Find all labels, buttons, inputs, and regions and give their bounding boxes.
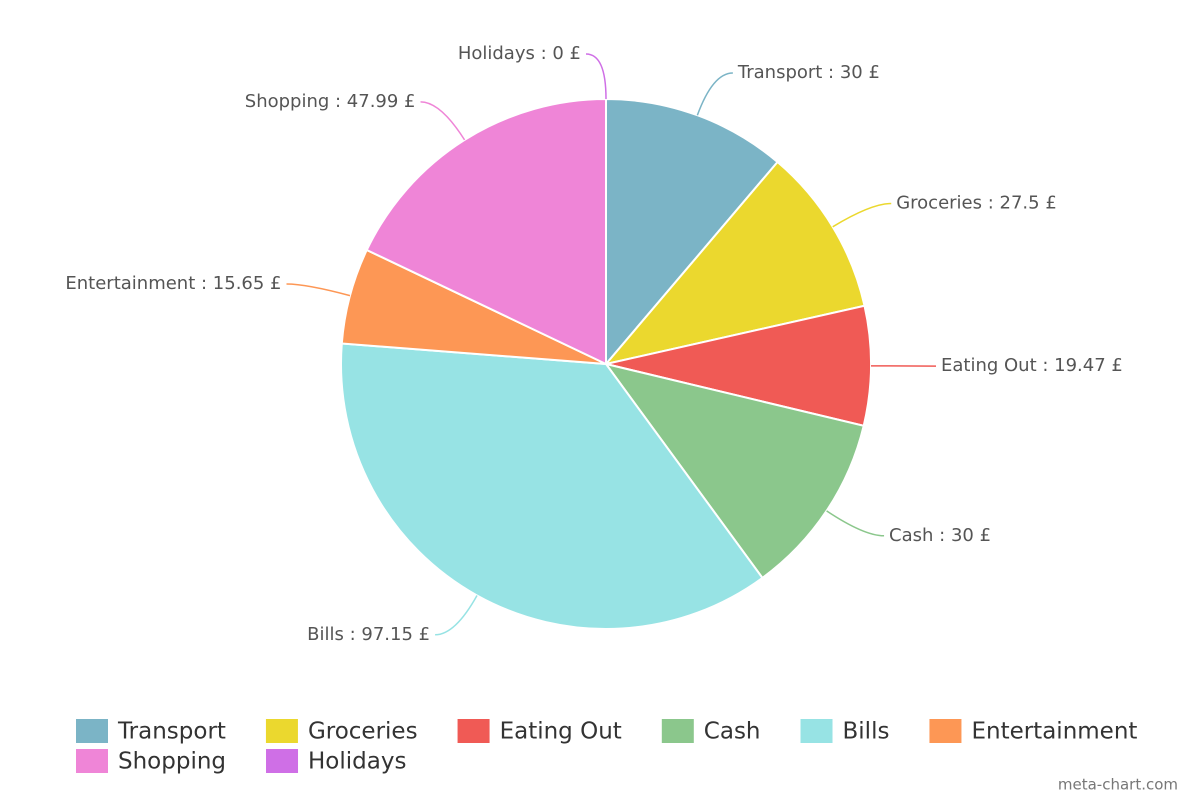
legend-item: Holidays [266,749,406,775]
data-label: Transport : 30 £ [737,62,880,83]
pie-slice [605,304,872,428]
legend-item: Transport [76,719,226,745]
legend-swatch [457,719,490,743]
legend-label: Shopping [118,749,226,775]
pie-slice [603,160,866,366]
legend-label: Bills [843,719,890,745]
legend-label: Eating Out [500,719,622,745]
legend-swatch [266,749,299,773]
data-label: Eating Out : 19.47 £ [941,355,1123,376]
label-connector [435,595,478,636]
legend-swatch [661,719,694,743]
data-label: Shopping : 47.99 £ [245,91,416,112]
label-connector [826,510,885,537]
legend-item: Shopping [76,749,226,775]
legend-label: Groceries [308,719,418,745]
legend-label: Transport [117,719,226,745]
pie-slice [340,342,764,630]
legend-label: Holidays [308,749,406,775]
data-label: Cash : 30 £ [889,525,991,546]
legend-swatch [76,749,108,773]
data-label: Holidays : 0 £ [458,43,581,64]
label-connector [286,283,351,297]
data-label: Groceries : 27.5 £ [896,193,1057,214]
credit: meta-chart.com [1058,776,1178,794]
legend-item: Cash [661,719,761,745]
pie-slice [605,97,779,367]
legend-swatch [800,719,833,743]
legend-swatch [929,719,962,743]
legend-item: Entertainment [929,719,1137,745]
legend-label: Entertainment [971,719,1137,745]
legend-item: Groceries [265,719,418,745]
legend-item: Eating Out [457,719,622,745]
label-connector [585,53,607,100]
data-label: Entertainment : 15.65 £ [65,273,281,294]
legend-item: Bills [800,719,890,745]
legend-swatch [265,719,298,743]
legend-label: Cash [704,719,761,745]
label-connector [832,202,892,228]
data-label: Bills : 97.15 £ [307,624,430,645]
legend-swatch [76,719,108,743]
label-connector [420,101,466,141]
label-connector [696,72,733,116]
